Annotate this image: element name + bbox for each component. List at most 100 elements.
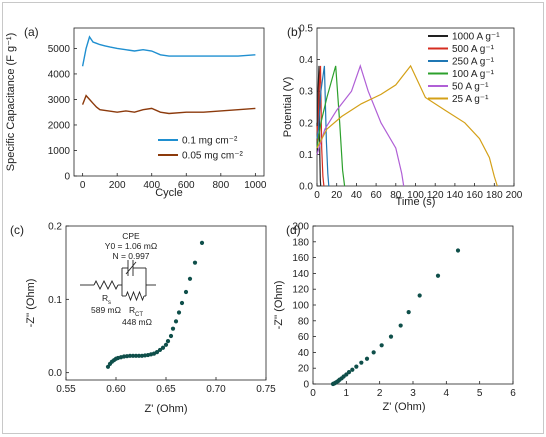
data-point bbox=[398, 323, 403, 328]
data-point bbox=[133, 353, 139, 358]
y-tick-label: 200 bbox=[292, 222, 309, 233]
y-axis-label: -Z'' (Ohm) bbox=[25, 279, 37, 328]
legend-label: 500 A g⁻¹ bbox=[452, 44, 495, 55]
data-point bbox=[455, 248, 461, 253]
data-point bbox=[165, 339, 171, 344]
y-tick-label: 0.4 bbox=[299, 55, 313, 66]
data-point bbox=[160, 345, 166, 350]
x-tick-label: 0 bbox=[80, 180, 86, 191]
y-tick-label: 120 bbox=[292, 285, 309, 296]
data-point bbox=[371, 350, 376, 355]
y-tick-label: 80 bbox=[298, 316, 310, 327]
y-tick-label: 0 bbox=[303, 380, 309, 391]
x-tick-label: 0.65 bbox=[156, 384, 176, 395]
x-tick-label: 160 bbox=[466, 190, 483, 201]
resistor-rct bbox=[125, 290, 145, 302]
series-line bbox=[316, 64, 498, 187]
data-point bbox=[176, 310, 182, 315]
y-tick-label: 60 bbox=[298, 332, 310, 343]
y-axis-label: Specific Capacitance (F g⁻¹) bbox=[5, 33, 17, 171]
legend-label: 250 A g⁻¹ bbox=[452, 57, 495, 68]
data-point bbox=[354, 364, 359, 369]
data-point bbox=[170, 326, 176, 331]
annotation-rs-value: 589 mΩ bbox=[91, 305, 121, 315]
y-tick-label: 100 bbox=[292, 301, 309, 312]
data-point bbox=[173, 319, 179, 324]
x-tick-label: 3 bbox=[410, 388, 416, 399]
series-line bbox=[81, 35, 256, 67]
y-axis-label: Potential (V) bbox=[282, 77, 294, 138]
x-tick-label: 0 bbox=[314, 190, 320, 201]
plot-frame bbox=[312, 225, 514, 385]
x-tick-label: 6 bbox=[510, 388, 516, 399]
plot-frame bbox=[73, 27, 265, 177]
x-axis-label: Z' (Ohm) bbox=[382, 401, 425, 413]
data-point bbox=[136, 353, 142, 358]
legend-label: 100 A g⁻¹ bbox=[452, 69, 495, 80]
x-tick-label: 0.55 bbox=[56, 384, 76, 395]
x-axis-label: Time (s) bbox=[396, 196, 436, 208]
y-tick-label: 0 bbox=[64, 172, 70, 183]
data-point bbox=[163, 342, 169, 347]
x-tick-label: 400 bbox=[143, 180, 160, 191]
panel-1: (b) 0 20 40 60 80 100 120 140 160 180 200 0.0 0.1 0.2 0… bbox=[282, 24, 523, 209]
data-point bbox=[168, 333, 174, 339]
y-tick-label: 0.3 bbox=[299, 87, 313, 98]
y-tick-label: 3000 bbox=[48, 95, 71, 106]
data-point bbox=[179, 300, 185, 306]
data-point bbox=[379, 343, 384, 348]
y-tick-label: 1000 bbox=[48, 146, 71, 157]
x-tick-label: 20 bbox=[331, 190, 343, 201]
data-point bbox=[435, 273, 441, 278]
series-line bbox=[316, 65, 330, 187]
x-tick-label: 0.75 bbox=[256, 384, 276, 395]
x-tick-label: 2 bbox=[377, 388, 383, 399]
y-axis-label: -Z'' (Ohm) bbox=[273, 281, 285, 330]
x-axis-label: Z' (Ohm) bbox=[144, 403, 187, 415]
panel-label: (a) bbox=[24, 25, 39, 39]
data-point bbox=[364, 356, 370, 361]
data-point bbox=[350, 367, 355, 372]
x-tick-label: 60 bbox=[371, 190, 383, 201]
y-tick-label: 0.2 bbox=[48, 222, 62, 233]
annotation-rct-value: 448 mΩ bbox=[122, 317, 152, 327]
x-tick-label: 5 bbox=[477, 388, 483, 399]
data-point bbox=[127, 353, 133, 358]
data-point bbox=[388, 334, 394, 339]
legend-label: 0.1 mg cm⁻² bbox=[182, 136, 238, 147]
data-point bbox=[346, 370, 352, 375]
x-tick-label: 200 bbox=[506, 190, 523, 201]
data-point bbox=[199, 240, 205, 245]
x-tick-label: 100 bbox=[407, 190, 424, 201]
y-tick-label: 5000 bbox=[48, 44, 71, 55]
legend-label: 50 A g⁻¹ bbox=[452, 82, 489, 93]
annotation-rs: R bbox=[102, 293, 108, 303]
series-line bbox=[81, 94, 256, 115]
x-tick-label: 600 bbox=[178, 180, 195, 191]
x-tick-label: 1000 bbox=[244, 180, 267, 191]
annotation-cpe: CPE bbox=[122, 231, 140, 241]
y-tick-label: 140 bbox=[292, 269, 309, 280]
annotation-y0: Y0 = 1.06 mΩ bbox=[105, 241, 157, 251]
panel-label: (d) bbox=[286, 223, 301, 237]
x-tick-label: 800 bbox=[212, 180, 229, 191]
legend-label: 0.05 mg cm⁻² bbox=[182, 151, 244, 162]
annotation-n: N = 0.997 bbox=[112, 251, 149, 261]
x-tick-label: 0 bbox=[310, 388, 316, 399]
y-tick-label: 0.0 bbox=[299, 182, 313, 193]
data-point bbox=[183, 289, 189, 295]
data-point bbox=[406, 310, 411, 315]
x-tick-label: 200 bbox=[109, 180, 126, 191]
y-tick-label: 4000 bbox=[48, 69, 71, 80]
x-tick-label: 140 bbox=[447, 190, 464, 201]
x-tick-label: 1 bbox=[344, 388, 350, 399]
panel-2: (c) 0.55 0.60 0.65 0.70 0.75 0.0 0.1 0.2 Z' (Ohm)… bbox=[10, 222, 276, 416]
legend-label: 1000 A g⁻¹ bbox=[452, 32, 500, 43]
resistor-rs bbox=[93, 279, 119, 291]
annotation-rct-subscript: CT bbox=[135, 312, 143, 318]
x-tick-label: 0.60 bbox=[106, 384, 126, 395]
data-point bbox=[187, 276, 193, 281]
